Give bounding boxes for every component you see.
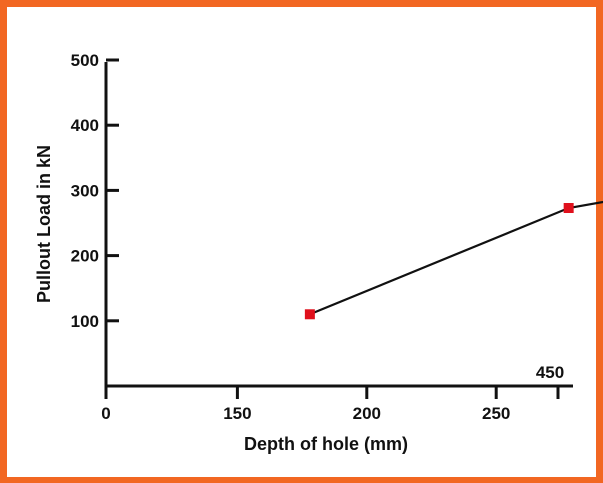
x-axis-ticks: 0150200250300350400 <box>101 386 560 423</box>
x-tick-label: 250 <box>482 404 510 423</box>
y-axis-title: Pullout Load in kN <box>34 145 54 303</box>
y-tick-label: 400 <box>71 116 99 135</box>
y-axis-ticks: 100 200 300 400 500 <box>71 51 119 331</box>
series-group <box>304 200 603 320</box>
series-line <box>309 200 603 316</box>
y-tick-label: 100 <box>71 312 99 331</box>
data-point-marker <box>304 309 315 320</box>
x-tick-label: 150 <box>223 404 251 423</box>
x-tick-label: 200 <box>353 404 381 423</box>
data-point-marker <box>563 203 574 214</box>
x-extra-label: 450 <box>536 363 564 382</box>
y-tick-label: 500 <box>71 51 99 70</box>
x-axis-title: Depth of hole (mm) <box>244 434 408 454</box>
y-tick-label: 200 <box>71 247 99 266</box>
y-tick-label: 300 <box>71 181 99 200</box>
chart-axes <box>104 62 573 388</box>
x-tick-label: 0 <box>101 404 110 423</box>
